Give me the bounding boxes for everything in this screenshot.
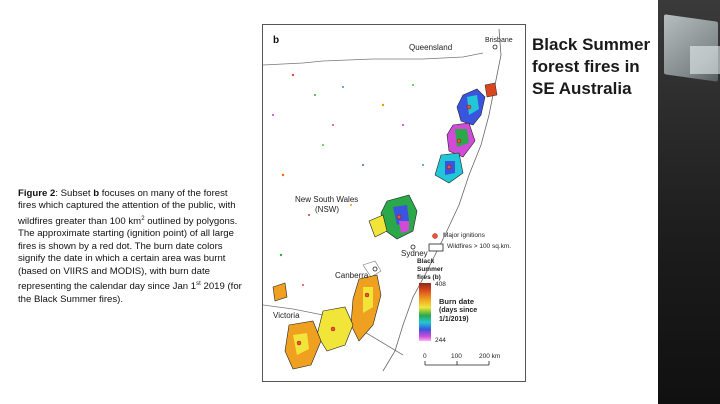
slide-title: Black Summer forest fires in SE Australi… <box>532 35 651 98</box>
label-nsw: New South Wales <box>295 195 359 204</box>
central-fire-cluster <box>368 194 418 240</box>
label-brisbane: Brisbane <box>485 37 513 44</box>
south-fire-cluster <box>272 274 382 370</box>
caption-text-2: focuses on many of the forest fires whic… <box>18 188 236 227</box>
caption-sup-2: 2 <box>141 215 145 222</box>
legend-wildfires: Wildfires > 100 sq.km. <box>447 243 512 250</box>
background-screen-highlight <box>690 46 720 74</box>
colorbar-title-1: Black <box>417 258 435 265</box>
burn-date-label-1: Burn date <box>439 297 475 306</box>
scale-tick-0: 0 <box>423 353 427 360</box>
label-canberra: Canberra <box>335 271 369 280</box>
scale-tick-100: 100 <box>451 353 462 360</box>
act-border <box>362 260 382 278</box>
fire-map: b Queensland Brisbane New South Wales (N… <box>262 24 526 382</box>
map-canvas <box>263 28 502 372</box>
colorbar-max: 408 <box>435 281 446 288</box>
north-fire-cluster <box>434 82 498 184</box>
panel-letter: b <box>273 35 280 46</box>
label-victoria: Victoria <box>273 311 300 320</box>
ignition-points <box>296 104 472 346</box>
burn-date-label-2: (days since <box>439 307 478 314</box>
colorbar-title-3: fires (b) <box>417 274 441 281</box>
sydney-marker <box>410 244 416 250</box>
qld-nsw-border <box>263 52 484 66</box>
scale-tick-200: 200 km <box>479 353 501 360</box>
figure-caption: Figure 2: Subset b focuses on many of th… <box>18 188 246 306</box>
caption-lead: Figure 2 <box>18 188 56 199</box>
small-fires <box>272 73 424 286</box>
colorbar-title-2: Summer <box>417 266 444 273</box>
label-sydney: Sydney <box>401 249 428 258</box>
canberra-marker <box>372 266 378 272</box>
label-queensland: Queensland <box>409 43 453 52</box>
caption-text-3: outlined by polygons. The approximate st… <box>18 216 238 293</box>
scale-bar <box>424 361 490 366</box>
ignition-legend-symbol <box>432 233 438 239</box>
brisbane-marker <box>492 44 498 50</box>
burn-date-colorbar <box>419 283 431 341</box>
wildfire-legend-symbol <box>428 243 444 252</box>
caption-bold-b: b <box>93 188 100 199</box>
caption-text-4: 2019 (for the Black Summer fires). <box>18 281 242 305</box>
caption-sup-st: st <box>196 281 201 288</box>
label-nsw-abbr: (NSW) <box>315 205 339 214</box>
colorbar-min: 244 <box>435 337 446 344</box>
slide: Figure 2: Subset b focuses on many of th… <box>0 0 658 404</box>
legend-ignitions: Major ignitions <box>443 232 485 239</box>
burn-date-label-3: 1/1/2019) <box>439 316 469 323</box>
caption-text-1: : Subset <box>55 188 94 199</box>
